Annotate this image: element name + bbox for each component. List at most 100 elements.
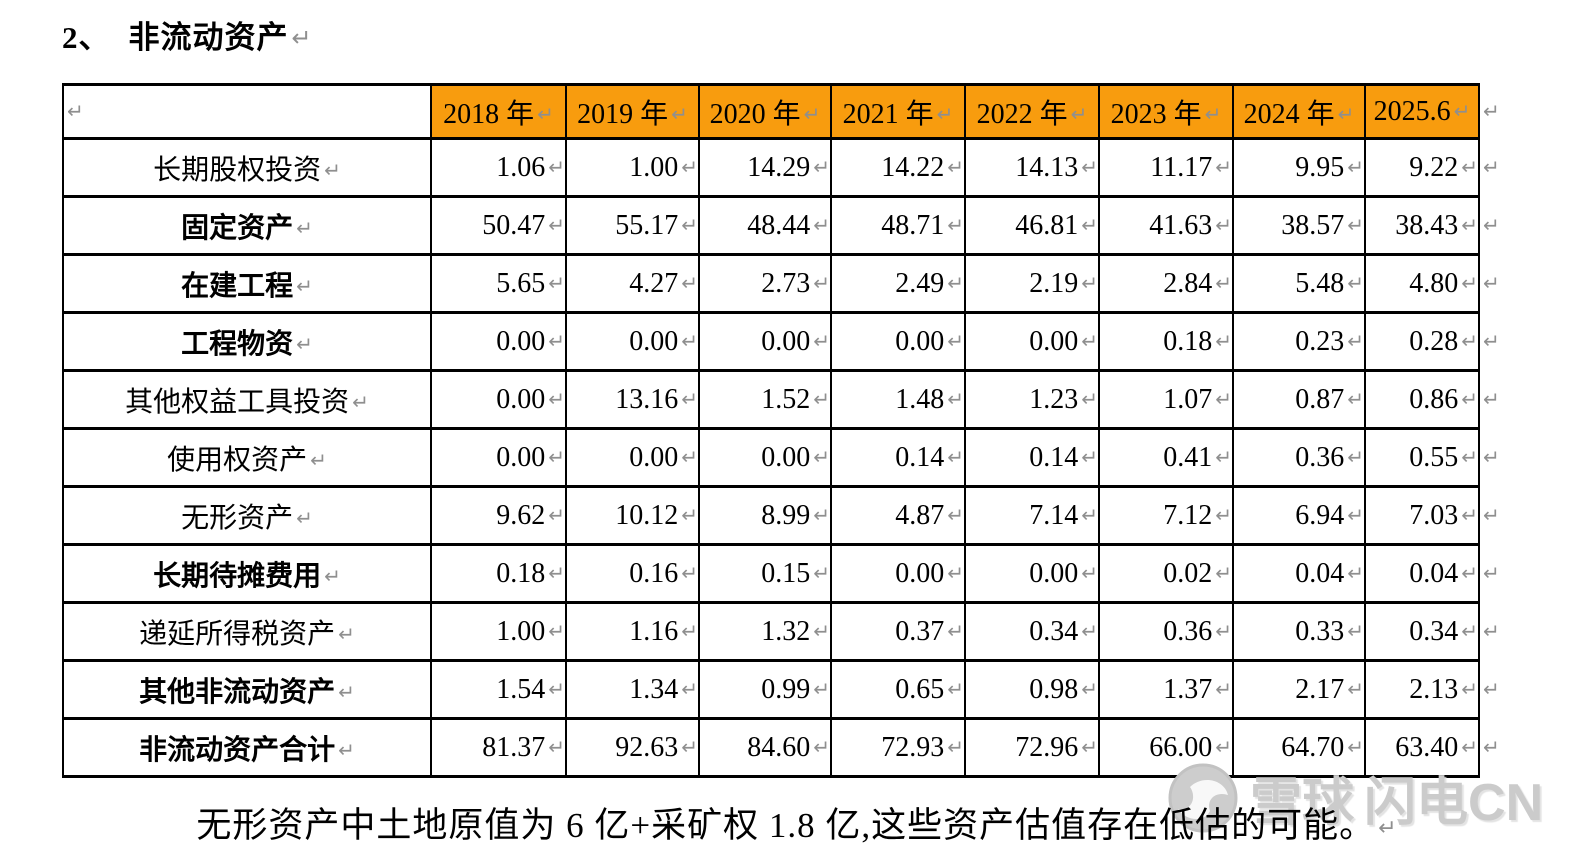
value-cell: 9.95 ↵ <box>1232 137 1366 198</box>
value-cell: 0.02 ↵ <box>1098 543 1234 604</box>
value: 1.07 <box>1163 383 1213 415</box>
paragraph-mark-icon: ↵ <box>67 98 84 123</box>
table-row: 在建工程 ↵ 5.65 ↵ 4.27 ↵ 2.73 ↵ 2.49 ↵ 2.19 ↵ 2.84 ↵ 5.48 ↵… <box>62 253 1523 314</box>
paragraph-mark-icon: ↵ <box>1347 212 1364 237</box>
paragraph-mark-icon: ↵ <box>1483 386 1500 411</box>
value-cell: 5.65 ↵ <box>430 253 567 314</box>
value-cell: 5.48 ↵ <box>1232 253 1366 314</box>
asset-label: 长期股权投资 <box>153 154 322 186</box>
value-cell: 7.14 ↵ <box>964 485 1100 546</box>
value: 4.87 <box>895 499 945 531</box>
value: 2.49 <box>895 267 945 299</box>
non-current-assets-table: ↵ 2018 年 ↵ 2019 年 ↵ 2020 年 ↵ 2021 年 ↵ 2022 年 ↵ 2023… <box>62 83 1524 778</box>
value-cell: 2.19 ↵ <box>964 253 1100 314</box>
paragraph-mark-icon: ↵ <box>1347 270 1364 295</box>
paragraph-mark-icon: ↵ <box>813 734 830 759</box>
value: 5.65 <box>496 267 546 299</box>
paragraph-mark-icon: ↵ <box>1081 328 1098 353</box>
paragraph-mark-icon: ↵ <box>1347 676 1364 701</box>
paragraph-mark-icon: ↵ <box>1461 270 1478 295</box>
watermark: 雪球 闪电CN <box>1166 760 1543 835</box>
paragraph-mark-icon: ↵ <box>1347 560 1364 585</box>
paragraph-mark-icon: ↵ <box>1215 212 1232 237</box>
year-header-label: 2024 年 <box>1243 98 1335 130</box>
paragraph-mark-icon: ↵ <box>548 154 565 179</box>
value: 41.63 <box>1149 209 1213 241</box>
value: 46.81 <box>1015 209 1079 241</box>
asset-label-cell: 在建工程 ↵ <box>62 253 432 314</box>
value-cell: 1.34 ↵ <box>565 659 700 720</box>
paragraph-mark-icon: ↵ <box>1081 444 1098 469</box>
value-cell: 1.54 ↵ <box>430 659 567 720</box>
paragraph-mark-icon: ↵ <box>548 676 565 701</box>
paragraph-mark-icon: ↵ <box>681 386 698 411</box>
value-cell: 0.34 ↵ <box>1364 601 1480 662</box>
value-cell: 1.06 ↵ <box>430 137 567 198</box>
value: 0.00 <box>761 441 811 473</box>
value-cell: 4.80 ↵ <box>1364 253 1480 314</box>
paragraph-mark-icon: ↵ <box>813 676 830 701</box>
paragraph-mark-icon: ↵ <box>947 734 964 759</box>
value-cell: 0.23 ↵ <box>1232 311 1366 372</box>
value-cell: 9.22 ↵ <box>1364 137 1480 198</box>
value: 1.00 <box>629 151 679 183</box>
value: 0.00 <box>629 325 679 357</box>
paragraph-mark-icon: ↵ <box>1081 618 1098 643</box>
paragraph-mark-icon: ↵ <box>548 560 565 585</box>
value: 0.33 <box>1295 615 1345 647</box>
paragraph-mark-icon: ↵ <box>548 618 565 643</box>
watermark-brand: 雪球 <box>1250 774 1355 832</box>
value: 0.36 <box>1163 615 1213 647</box>
year-header-label: 2023 年 <box>1110 98 1202 130</box>
value: 0.28 <box>1409 325 1459 357</box>
paragraph-mark-icon: ↵ <box>1483 676 1500 701</box>
paragraph-mark-icon: ↵ <box>681 734 698 759</box>
year-header-cell: 2022 年 ↵ <box>964 83 1100 140</box>
paragraph-mark-icon: ↵ <box>1347 154 1364 179</box>
paragraph-mark-icon: ↵ <box>1347 502 1364 527</box>
paragraph-mark-icon: ↵ <box>1204 101 1222 126</box>
value: 5.48 <box>1295 267 1345 299</box>
asset-label-cell: 其他非流动资产 ↵ <box>62 659 432 720</box>
table-row: 无形资产 ↵ 9.62 ↵ 10.12 ↵ 8.99 ↵ 4.87 ↵ 7.14 ↵ 7.12 ↵ 6.94… <box>62 485 1523 546</box>
paragraph-mark-icon: ↵ <box>1461 676 1478 701</box>
paragraph-mark-icon: ↵ <box>947 328 964 353</box>
asset-label: 无形资产 <box>181 502 294 534</box>
value: 1.37 <box>1163 673 1213 705</box>
value: 0.98 <box>1029 673 1079 705</box>
value-cell: 0.33 ↵ <box>1232 601 1366 662</box>
value: 38.57 <box>1281 209 1345 241</box>
paragraph-mark-icon: ↵ <box>947 502 964 527</box>
value: 0.00 <box>496 441 546 473</box>
value: 38.43 <box>1395 209 1459 241</box>
value-cell: 0.04 ↵ <box>1232 543 1366 604</box>
value-cell: 0.14 ↵ <box>964 427 1100 488</box>
value: 0.55 <box>1409 441 1459 473</box>
value-cell: 0.00 ↵ <box>698 427 832 488</box>
value-cell: 84.60 ↵ <box>698 717 832 778</box>
value: 0.00 <box>895 557 945 589</box>
asset-label: 长期待摊费用 <box>153 560 322 592</box>
paragraph-mark-icon: ↵ <box>681 328 698 353</box>
asset-label-cell: 固定资产 ↵ <box>62 195 432 256</box>
end-of-row-mark-cell: ↵ <box>1479 312 1523 371</box>
paragraph-mark-icon: ↵ <box>537 101 554 126</box>
end-of-row-mark-cell: ↵ <box>1479 84 1523 139</box>
end-of-row-mark-cell: ↵ <box>1479 370 1523 429</box>
paragraph-mark-icon: ↵ <box>310 447 327 472</box>
paragraph-mark-icon: ↵ <box>338 621 355 646</box>
value: 66.00 <box>1149 731 1213 763</box>
value: 0.41 <box>1163 441 1213 473</box>
paragraph-mark-icon: ↵ <box>296 331 313 356</box>
value: 1.34 <box>629 673 679 705</box>
paragraph-mark-icon: ↵ <box>671 101 688 126</box>
paragraph-mark-icon: ↵ <box>548 386 565 411</box>
paragraph-mark-icon: ↵ <box>1461 734 1478 759</box>
value-cell: 0.00 ↵ <box>430 427 567 488</box>
paragraph-mark-icon: ↵ <box>1215 270 1232 295</box>
footnote-sentence: 无形资产中土地原值为 6 亿+采矿权 1.8 亿,这些资产估值存在低估的可能。 <box>196 806 1376 845</box>
table-row: 非流动资产合计 ↵ 81.37 ↵ 92.63 ↵ 84.60 ↵ 72.93 ↵ 72.96 ↵ 66… <box>62 717 1523 778</box>
corner-cell: ↵ <box>62 83 432 140</box>
value-cell: 6.94 ↵ <box>1232 485 1366 546</box>
value-cell: 0.28 ↵ <box>1364 311 1480 372</box>
